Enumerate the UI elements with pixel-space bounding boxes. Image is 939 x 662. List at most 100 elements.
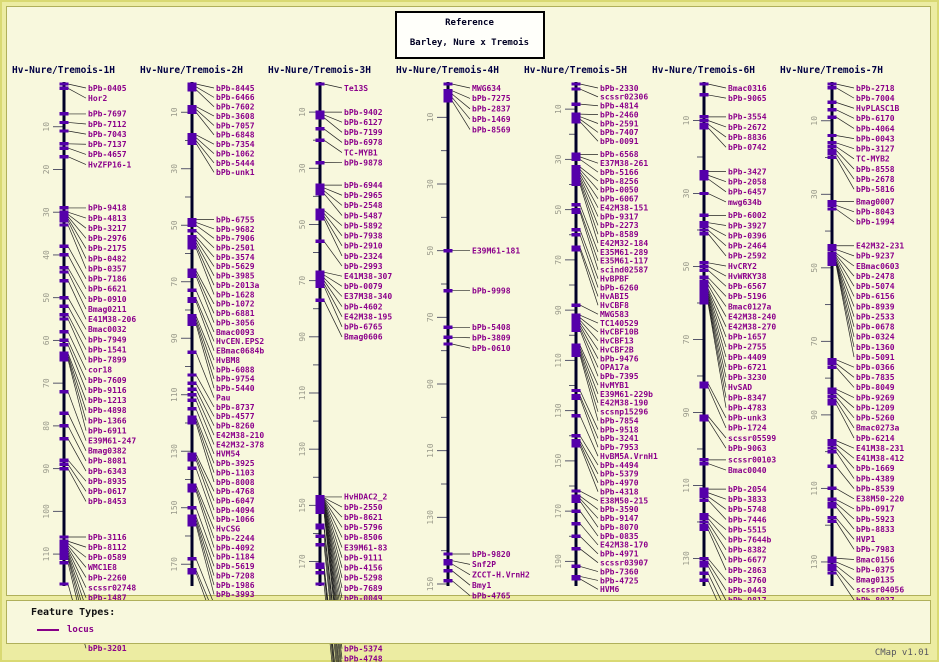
marker-label[interactable]: scssr05599 xyxy=(728,434,776,443)
marker-label[interactable]: bPb-2501 xyxy=(216,244,255,253)
marker-label[interactable]: E39M61-229b xyxy=(600,390,653,399)
map-title[interactable]: Hv-Nure/Tremois-4H xyxy=(396,65,499,76)
marker-label[interactable]: bPb-7854 xyxy=(600,416,639,425)
marker-label[interactable]: bPb-7938 xyxy=(344,232,383,241)
marker-label[interactable]: bPb-0589 xyxy=(88,553,127,562)
marker-label[interactable]: E37M38-261 xyxy=(600,159,648,168)
marker-label[interactable]: bPb-9116 xyxy=(88,386,127,395)
marker-label[interactable]: bPb-2837 xyxy=(472,105,511,114)
marker-label[interactable]: E39M61-83 xyxy=(344,543,388,552)
marker-label[interactable]: E42M32-378 xyxy=(216,440,264,449)
marker-label[interactable]: scssr02748 xyxy=(88,583,136,592)
marker-label[interactable]: bPb-3985 xyxy=(216,272,255,281)
marker-label[interactable]: bPb-6978 xyxy=(344,138,383,147)
marker-label[interactable]: bPb-0050 xyxy=(600,186,639,195)
marker-label[interactable]: HvABI5 xyxy=(600,292,629,301)
marker-label[interactable]: HVM6 xyxy=(600,585,619,594)
marker-label[interactable]: bPb-1994 xyxy=(856,218,895,227)
marker-label[interactable]: bPb-2058 xyxy=(728,178,767,187)
marker-label[interactable]: bPb-9754 xyxy=(216,375,255,384)
marker-label[interactable]: E39M61-181 xyxy=(472,246,520,255)
marker-label[interactable]: bPb-7057 xyxy=(216,121,255,130)
marker-label[interactable]: bPb-3427 xyxy=(728,167,767,176)
marker-label[interactable]: bPb-7689 xyxy=(344,584,383,593)
marker-label[interactable]: HvCBF13 xyxy=(600,337,634,346)
marker-label[interactable]: bPb-8836 xyxy=(728,133,767,142)
marker-label[interactable]: Bmac0032 xyxy=(88,325,127,334)
marker-label[interactable]: bPb-5408 xyxy=(472,323,511,332)
marker-label[interactable]: E42M38-190 xyxy=(600,399,648,408)
marker-label[interactable]: bPb-5074 xyxy=(856,282,895,291)
marker-label[interactable]: bPb-3201 xyxy=(88,644,127,653)
marker-label[interactable]: bPb-5515 xyxy=(728,525,767,534)
marker-label[interactable]: EBmac0684b xyxy=(216,347,264,356)
marker-label[interactable]: HvBM5A.VrnH1 xyxy=(600,452,658,461)
marker-label[interactable]: bPb-6088 xyxy=(216,365,255,374)
marker-label[interactable]: bPb-1103 xyxy=(216,468,255,477)
marker-label[interactable]: bPb-9820 xyxy=(472,550,511,559)
marker-label[interactable]: bPb-6067 xyxy=(600,195,639,204)
marker-label[interactable]: bPb-3574 xyxy=(216,253,255,262)
marker-label[interactable]: mwg634b xyxy=(728,198,762,207)
marker-label[interactable]: TC-MYB1 xyxy=(344,148,378,157)
marker-label[interactable]: bPb-6881 xyxy=(216,309,255,318)
marker-label[interactable]: bPb-5444 xyxy=(216,159,255,168)
marker-label[interactable]: HVP1 xyxy=(856,535,875,544)
marker-label[interactable]: bPb-1669 xyxy=(856,464,895,473)
marker-label[interactable]: Bmac0273a xyxy=(856,424,900,433)
marker-label[interactable]: bPb-6260 xyxy=(600,283,639,292)
marker-label[interactable]: bPb-9147 xyxy=(600,514,639,523)
marker-label[interactable]: bPb-0043 xyxy=(856,134,895,143)
marker-label[interactable]: bPb-8935 xyxy=(88,477,127,486)
marker-label[interactable]: bPb-4783 xyxy=(728,403,767,412)
marker-label[interactable]: bPb-3590 xyxy=(600,505,639,514)
marker-label[interactable]: bPb-0610 xyxy=(472,344,511,353)
marker-label[interactable]: bPb-6457 xyxy=(728,188,767,197)
marker-label[interactable]: bPb-8043 xyxy=(856,208,895,217)
marker-label[interactable]: OPA17a xyxy=(600,363,629,372)
marker-label[interactable]: bPb-8621 xyxy=(344,513,383,522)
marker-label[interactable]: bPb-1213 xyxy=(88,396,127,405)
marker-label[interactable]: Bmag0211 xyxy=(88,305,127,314)
marker-label[interactable]: bPb-2910 xyxy=(344,242,383,251)
marker-label[interactable]: bPb-2533 xyxy=(856,312,895,321)
marker-label[interactable]: bPb-0617 xyxy=(88,487,127,496)
marker-label[interactable]: bPb-6214 xyxy=(856,434,895,443)
marker-label[interactable]: bPb-8260 xyxy=(216,422,255,431)
marker-label[interactable]: bPb-6170 xyxy=(856,114,895,123)
marker-label[interactable]: bPb-1724 xyxy=(728,424,767,433)
marker-label[interactable]: bPb-1072 xyxy=(216,300,255,309)
marker-label[interactable]: bPb-5629 xyxy=(216,262,255,271)
marker-label[interactable]: bPb-2592 xyxy=(728,252,767,261)
marker-label[interactable]: bPb-6944 xyxy=(344,181,383,190)
marker-label[interactable]: bPb-0678 xyxy=(856,323,895,332)
marker-label[interactable]: bPb-2755 xyxy=(728,343,767,352)
marker-label[interactable]: Bmac0093 xyxy=(216,328,255,337)
marker-label[interactable]: bPb-7407 xyxy=(600,128,639,137)
marker-label[interactable]: bPb-0079 xyxy=(344,282,383,291)
marker-label[interactable]: bPb-0396 xyxy=(728,231,767,240)
marker-label[interactable]: bPb-7199 xyxy=(344,128,383,137)
marker-label[interactable]: HvPLASC1B xyxy=(856,104,900,113)
marker-label[interactable]: bPb-5816 xyxy=(856,185,895,194)
marker-label[interactable]: E42M38-151 xyxy=(600,203,648,212)
marker-label[interactable]: bPb-unk1 xyxy=(216,168,255,177)
marker-label[interactable]: bPb-7835 xyxy=(856,373,895,382)
marker-label[interactable]: bPb-5374 xyxy=(344,645,383,654)
marker-label[interactable]: bPb-4092 xyxy=(216,543,255,552)
marker-label[interactable]: bPb-3809 xyxy=(472,334,511,343)
marker-label[interactable]: bPb-3760 xyxy=(728,576,767,585)
marker-label[interactable]: bPb-1657 xyxy=(728,333,767,342)
marker-label[interactable]: bPb-6848 xyxy=(216,131,255,140)
marker-label[interactable]: bPb-7609 xyxy=(88,376,127,385)
marker-label[interactable]: bPb-1066 xyxy=(216,515,255,524)
marker-label[interactable]: bPb-2718 xyxy=(856,84,895,93)
marker-label[interactable]: E35M61-289 xyxy=(600,248,648,257)
marker-label[interactable]: bPb-3217 xyxy=(88,224,127,233)
marker-label[interactable]: bPb-9402 xyxy=(344,108,383,117)
marker-label[interactable]: bPb-7953 xyxy=(600,443,639,452)
marker-label[interactable]: bPb-8737 xyxy=(216,403,255,412)
marker-label[interactable]: HvBM8 xyxy=(216,356,240,365)
marker-label[interactable]: E41M38-206 xyxy=(88,315,136,324)
marker-label[interactable]: bPb-2993 xyxy=(344,262,383,271)
